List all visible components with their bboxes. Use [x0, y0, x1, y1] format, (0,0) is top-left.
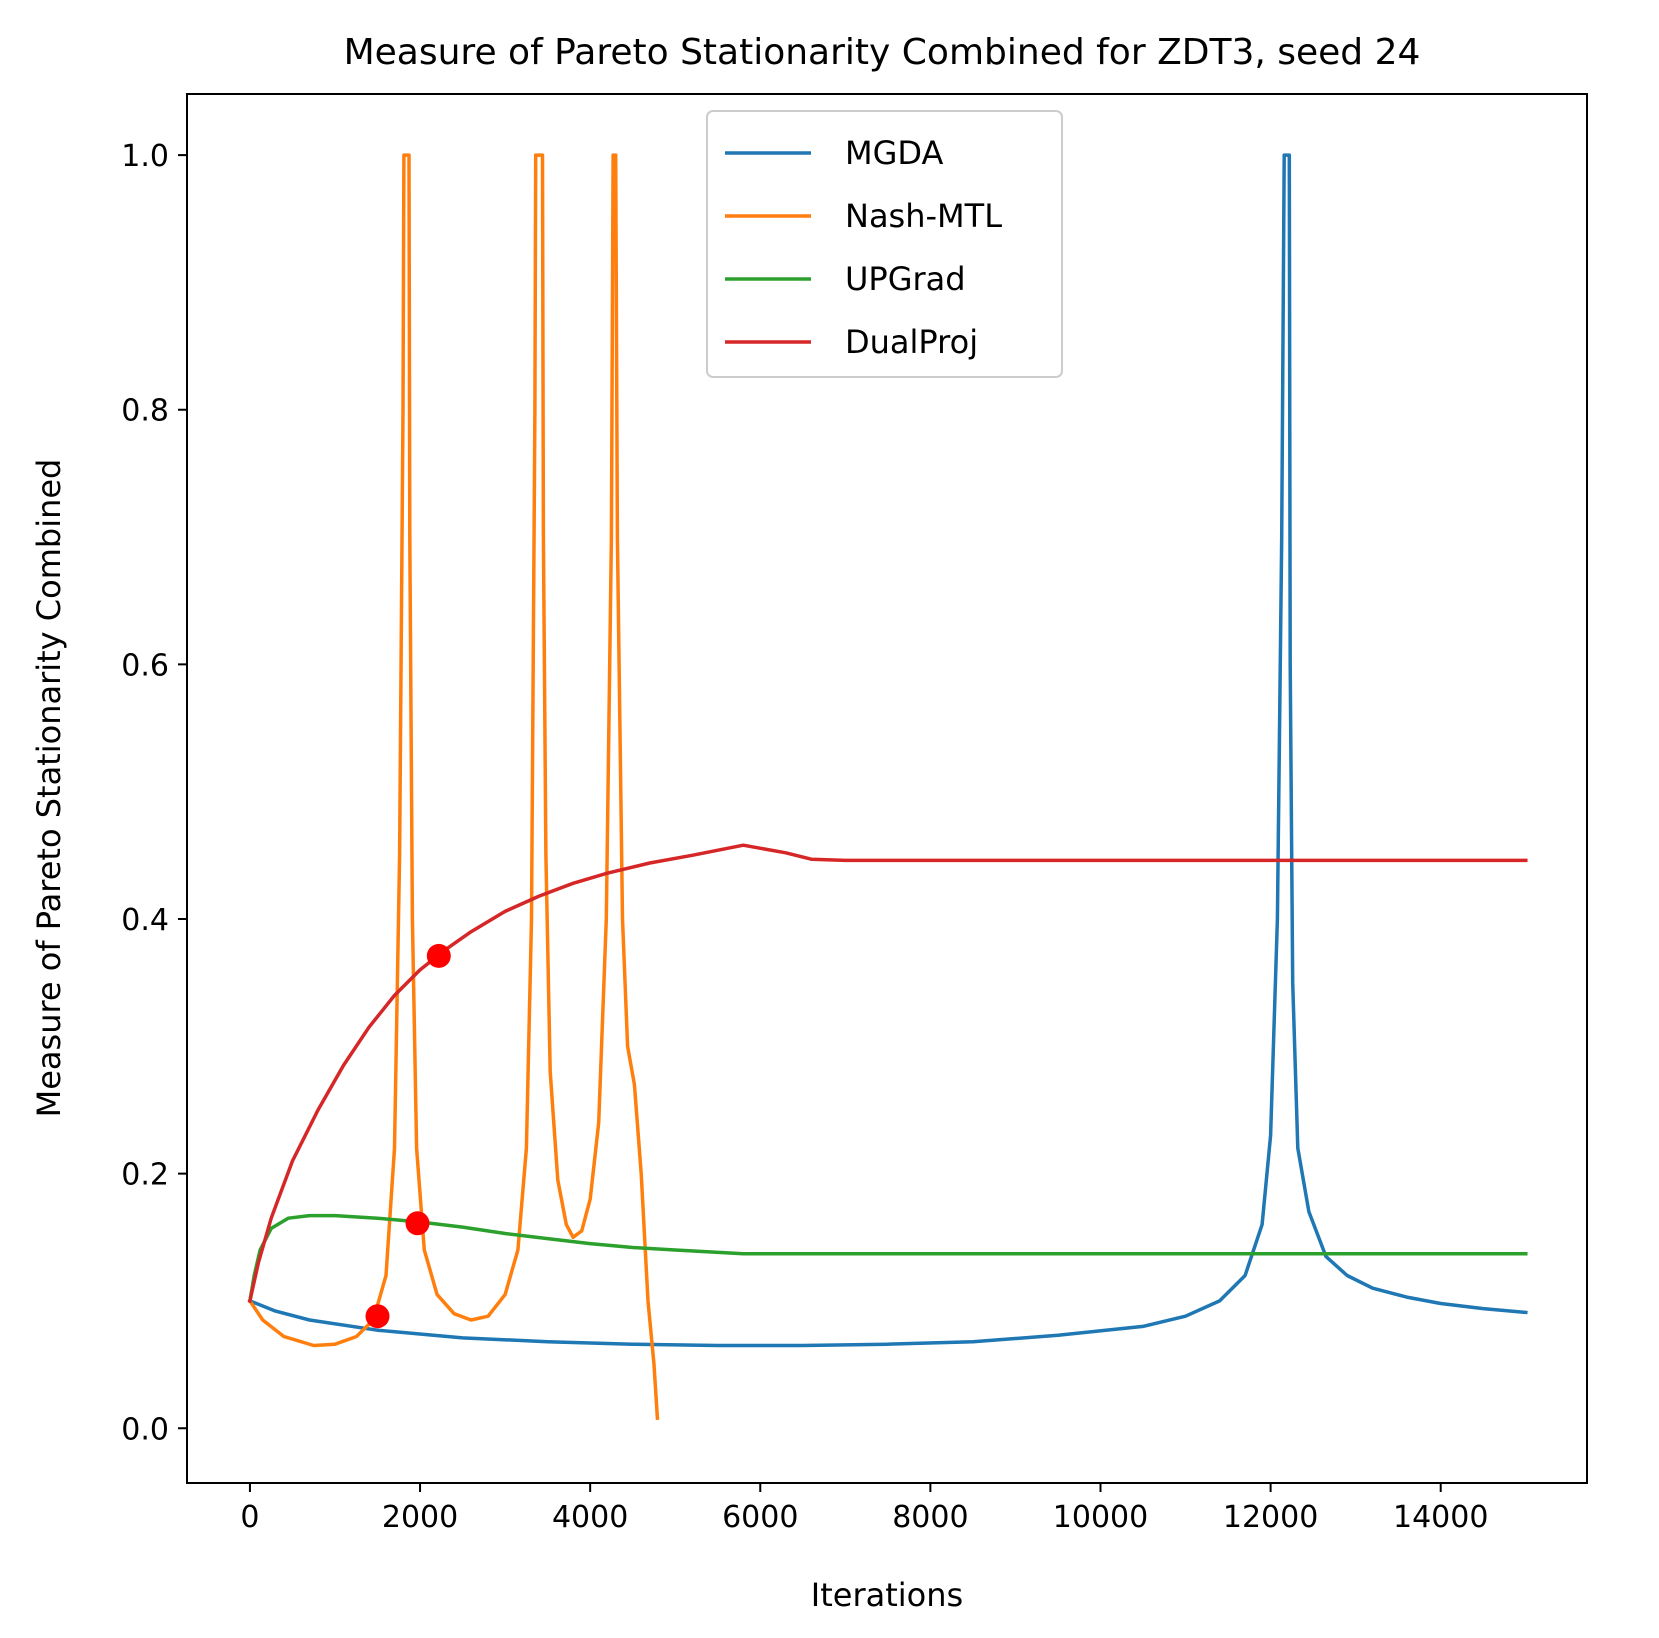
series-line-dualproj	[247, 843, 1528, 1303]
y-tick-label: 1.0	[121, 139, 169, 174]
legend-label-nash-mtl: Nash-MTL	[845, 197, 1002, 235]
x-tick-label: 12000	[1223, 1500, 1318, 1535]
series-line-upgrad	[247, 1213, 1528, 1303]
y-tick-label: 0.8	[121, 394, 169, 429]
plot-markers	[365, 943, 451, 1329]
x-tick-label: 0	[240, 1500, 259, 1535]
x-axis: 0 2000 4000 6000 8000 10000 12000 14000	[240, 1483, 1488, 1535]
plot-frame	[186, 93, 1588, 1484]
legend-box	[706, 110, 1063, 378]
y-axis: 0.0 0.2 0.4 0.6 0.8 1.0	[121, 139, 187, 1447]
marker-point-3	[426, 943, 451, 968]
x-tick-label: 4000	[552, 1500, 628, 1535]
x-tick-label: 14000	[1393, 1500, 1488, 1535]
series-line-nash-mtl	[247, 153, 660, 1420]
y-axis-label: Measure of Pareto Stationarity Combined	[30, 459, 68, 1118]
x-tick-label: 10000	[1053, 1500, 1148, 1535]
y-tick-label: 0.4	[121, 903, 169, 938]
y-tick-label: 0.0	[121, 1412, 169, 1447]
y-tick-label: 0.2	[121, 1158, 169, 1193]
chart-title: Measure of Pareto Stationarity Combined …	[344, 32, 1421, 73]
legend-label-dualproj: DualProj	[845, 323, 978, 361]
marker-point-1	[365, 1304, 390, 1329]
x-tick-label: 8000	[892, 1500, 968, 1535]
y-tick-label: 0.6	[121, 648, 169, 683]
x-tick-label: 6000	[722, 1500, 798, 1535]
x-axis-label: Iterations	[811, 1576, 963, 1614]
series-line-mgda	[247, 153, 1528, 1348]
x-tick-label: 2000	[382, 1500, 458, 1535]
plot-series	[247, 153, 1528, 1420]
legend-label-mgda: MGDA	[845, 134, 943, 172]
legend: MGDA Nash-MTL UPGrad DualProj	[706, 110, 1063, 378]
legend-label-upgrad: UPGrad	[845, 260, 966, 298]
marker-point-2	[405, 1211, 430, 1236]
